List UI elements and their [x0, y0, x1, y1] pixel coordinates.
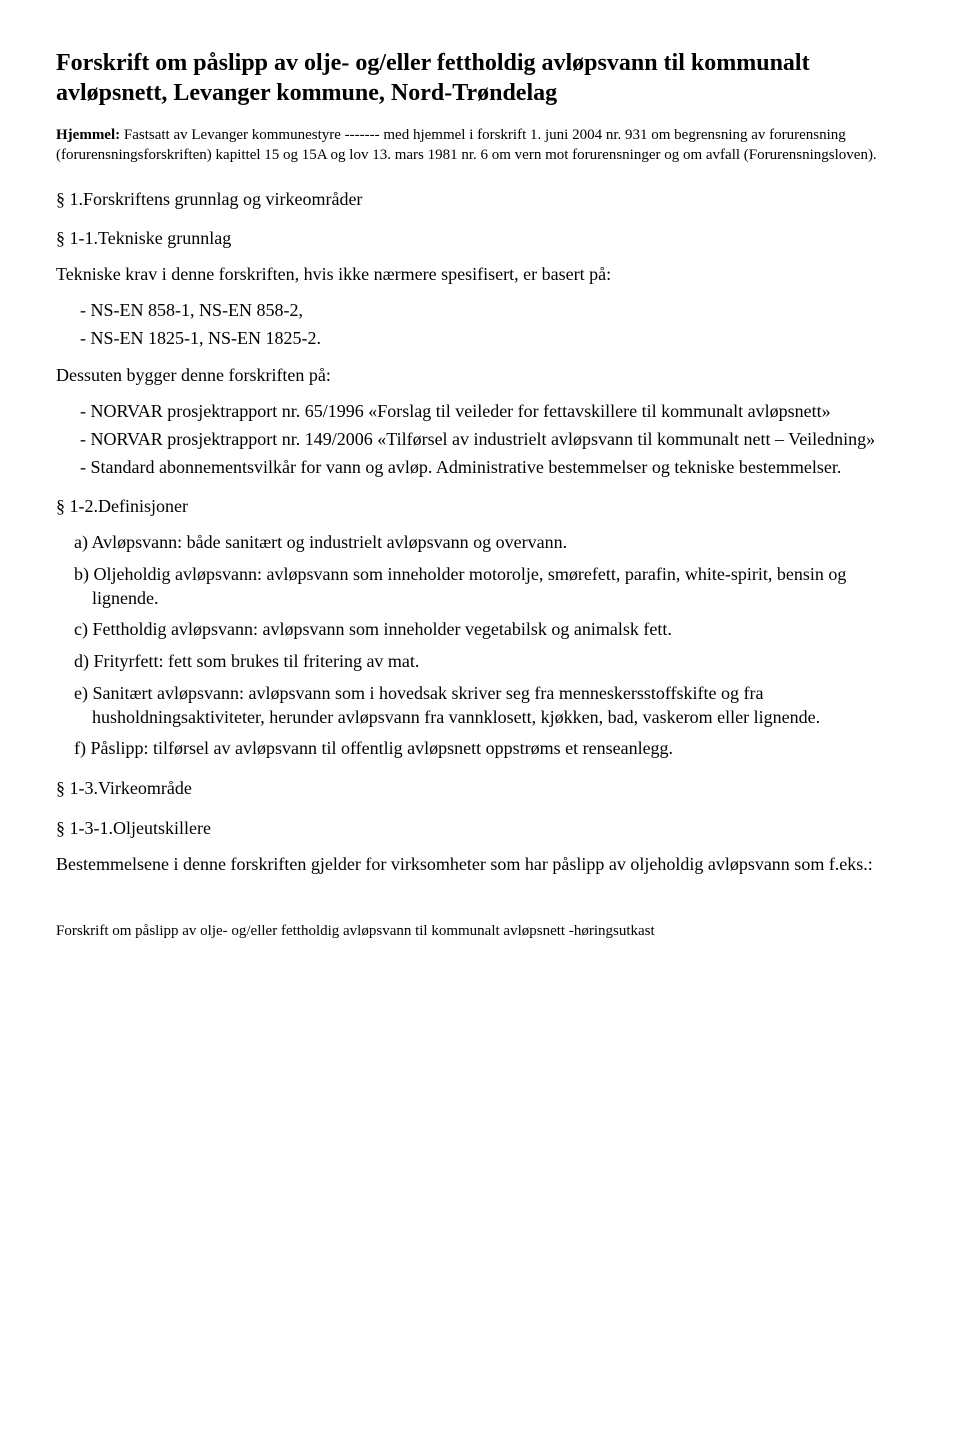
list-item: - NS-EN 1825-1, NS-EN 1825-2.	[56, 327, 904, 351]
definition-item: d) Frityrfett: fett som brukes til frite…	[56, 650, 904, 674]
definition-item: f) Påslipp: tilførsel av avløpsvann til …	[56, 737, 904, 761]
section-1-1-heading: § 1-1.Tekniske grunnlag	[56, 227, 904, 251]
definition-item: c) Fettholdig avløpsvann: avløpsvann som…	[56, 618, 904, 642]
tech-standards-list: - NS-EN 858-1, NS-EN 858-2, - NS-EN 1825…	[56, 299, 904, 351]
list-item: - NORVAR prosjektrapport nr. 65/1996 «Fo…	[56, 400, 904, 424]
hjemmel-text: Fastsatt av Levanger kommunestyre ------…	[56, 127, 877, 163]
hjemmel-label: Hjemmel:	[56, 127, 120, 143]
section-1-1-also: Dessuten bygger denne forskriften på:	[56, 364, 904, 388]
section-1-3-1-heading: § 1-3-1.Oljeutskillere	[56, 817, 904, 841]
definition-item: b) Oljeholdig avløpsvann: avløpsvann som…	[56, 563, 904, 611]
page-footer: Forskrift om påslipp av olje- og/eller f…	[56, 922, 904, 942]
section-1-2-heading: § 1-2.Definisjoner	[56, 495, 904, 519]
list-item: - NORVAR prosjektrapport nr. 149/2006 «T…	[56, 428, 904, 452]
definition-item: e) Sanitært avløpsvann: avløpsvann som i…	[56, 682, 904, 730]
definitions-list: a) Avløpsvann: både sanitært og industri…	[56, 531, 904, 761]
hjemmel-block: Hjemmel: Fastsatt av Levanger kommunesty…	[56, 126, 904, 166]
section-1-3-heading: § 1-3.Virkeområde	[56, 777, 904, 801]
page-title: Forskrift om påslipp av olje- og/eller f…	[56, 48, 904, 108]
section-1-heading: § 1.Forskriftens grunnlag og virkeområde…	[56, 188, 904, 212]
list-item: - Standard abonnementsvilkår for vann og…	[56, 456, 904, 480]
definition-item: a) Avløpsvann: både sanitært og industri…	[56, 531, 904, 555]
section-1-3-1-text: Bestemmelsene i denne forskriften gjelde…	[56, 853, 904, 877]
section-1-1-intro: Tekniske krav i denne forskriften, hvis …	[56, 263, 904, 287]
list-item: - NS-EN 858-1, NS-EN 858-2,	[56, 299, 904, 323]
additional-refs-list: - NORVAR prosjektrapport nr. 65/1996 «Fo…	[56, 400, 904, 479]
